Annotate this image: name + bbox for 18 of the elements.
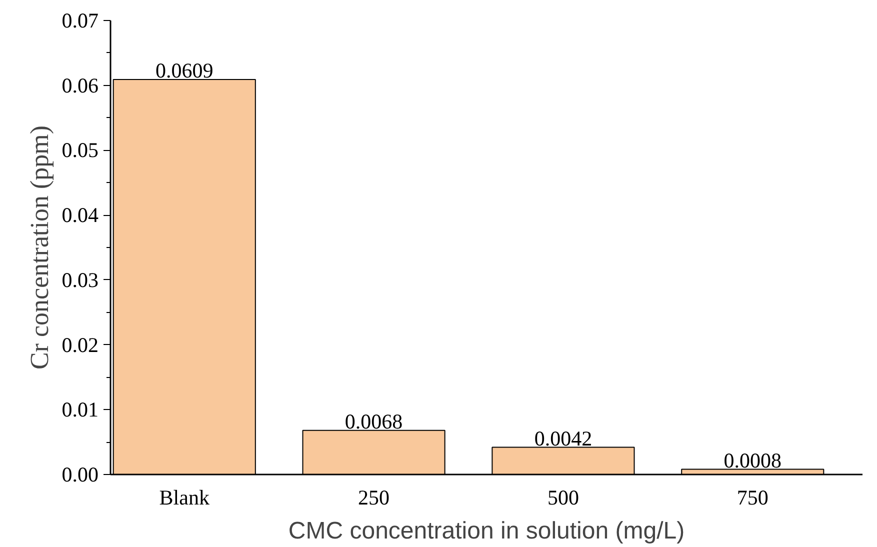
y-tick-label: 0.03 [62,268,98,292]
data-label: 0.0068 [344,409,403,434]
x-tick-label: 500 [547,486,579,510]
data-label: 0.0008 [724,448,782,472]
data-label: 0.0609 [156,58,214,83]
y-tick-label: 0.05 [62,138,98,162]
x-tick-label: Blank [159,486,210,510]
x-tick-label: 750 [736,486,768,510]
y-tick-label: 0.07 [62,8,98,32]
y-axis-title: Cr concentration (ppm) [24,125,54,370]
y-tick-label: 0.04 [62,203,99,228]
y-tick-label: 0.06 [62,73,98,98]
x-axis-title: CMC concentration in solution (mg/L) [288,518,685,544]
data-label: 0.0042 [534,426,592,450]
y-tick-label: 0.01 [62,398,98,422]
y-tick-label: 0.02 [62,332,98,357]
x-tick-label: 250 [358,486,390,510]
y-tick-label: 0.00 [62,462,98,486]
